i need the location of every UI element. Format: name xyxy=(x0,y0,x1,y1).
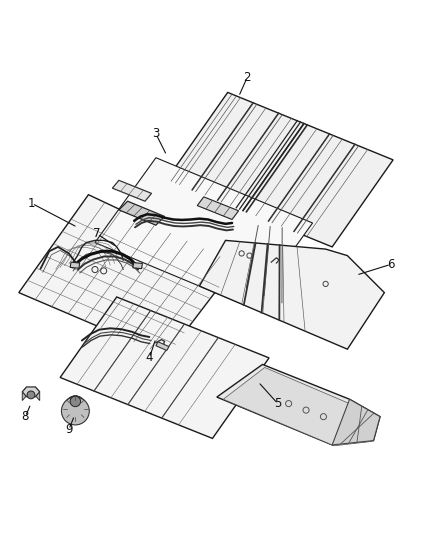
Polygon shape xyxy=(167,92,393,247)
Circle shape xyxy=(27,391,35,399)
Text: 6: 6 xyxy=(387,258,395,271)
Polygon shape xyxy=(22,387,27,400)
Polygon shape xyxy=(217,365,380,445)
Circle shape xyxy=(69,396,81,408)
Polygon shape xyxy=(332,399,380,445)
Text: 2: 2 xyxy=(244,71,251,84)
Polygon shape xyxy=(223,367,377,446)
Polygon shape xyxy=(22,387,40,397)
Polygon shape xyxy=(95,158,313,308)
Polygon shape xyxy=(70,262,80,268)
Circle shape xyxy=(70,396,81,407)
Polygon shape xyxy=(197,197,239,220)
Text: 1: 1 xyxy=(28,197,35,210)
Circle shape xyxy=(67,396,84,413)
Polygon shape xyxy=(19,195,237,356)
Text: 7: 7 xyxy=(93,228,101,240)
Polygon shape xyxy=(60,297,269,439)
Text: 8: 8 xyxy=(21,410,29,423)
Polygon shape xyxy=(119,201,165,225)
Text: 9: 9 xyxy=(65,423,73,436)
Polygon shape xyxy=(156,342,169,351)
Text: 3: 3 xyxy=(152,127,159,140)
Text: 5: 5 xyxy=(274,397,282,410)
Polygon shape xyxy=(35,387,40,400)
Circle shape xyxy=(61,397,89,425)
Polygon shape xyxy=(27,387,35,395)
Circle shape xyxy=(64,396,87,419)
Text: 4: 4 xyxy=(145,351,153,365)
Polygon shape xyxy=(133,263,142,269)
Polygon shape xyxy=(199,240,385,349)
Polygon shape xyxy=(113,180,152,201)
